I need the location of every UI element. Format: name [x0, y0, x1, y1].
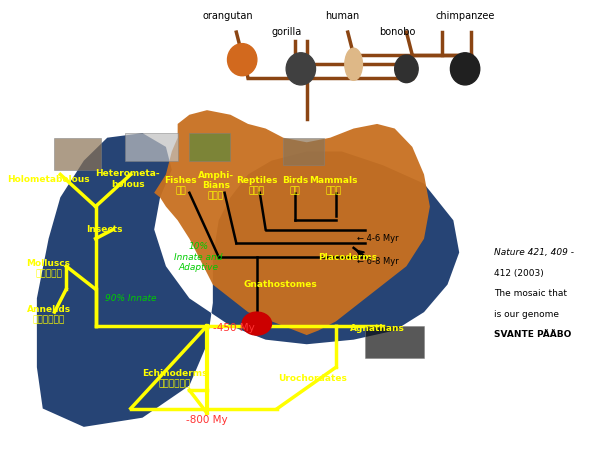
FancyBboxPatch shape: [190, 133, 230, 161]
Text: 90% Innate: 90% Innate: [105, 294, 157, 303]
Text: Amphi-
Bians
両生類: Amphi- Bians 両生類: [198, 171, 234, 201]
Circle shape: [242, 312, 272, 335]
Text: human: human: [325, 11, 359, 21]
Ellipse shape: [395, 55, 418, 83]
Text: 412 (2003): 412 (2003): [494, 269, 544, 278]
Text: Placoderms: Placoderms: [318, 252, 377, 262]
Text: Reptiles
爬虫類: Reptiles 爬虫類: [236, 176, 278, 196]
Text: Birds
鳥類: Birds 鳥類: [282, 176, 308, 196]
Polygon shape: [37, 133, 459, 427]
Text: Annelids
ミミズ、ヒル: Annelids ミミズ、ヒル: [26, 305, 71, 324]
Text: chimpanzee: chimpanzee: [436, 11, 495, 21]
Text: Mammals
哺乳類: Mammals 哺乳類: [309, 176, 358, 196]
Text: -450 My: -450 My: [212, 323, 254, 333]
Text: ← 4-6 Myr: ← 4-6 Myr: [356, 234, 398, 243]
FancyBboxPatch shape: [125, 133, 178, 161]
Text: bonobo: bonobo: [379, 27, 416, 37]
Text: Agnathans: Agnathans: [350, 324, 404, 333]
FancyBboxPatch shape: [55, 138, 101, 170]
Text: Holometabolous: Holometabolous: [7, 174, 90, 184]
Text: Heterometa-
bolous: Heterometa- bolous: [95, 169, 160, 189]
FancyBboxPatch shape: [365, 326, 424, 358]
Text: Gnathostomes: Gnathostomes: [244, 280, 317, 289]
Text: Insects: Insects: [86, 225, 122, 234]
Ellipse shape: [451, 53, 480, 85]
Ellipse shape: [345, 48, 362, 80]
Text: 10%
Innate and
Adaptive: 10% Innate and Adaptive: [174, 242, 223, 272]
Ellipse shape: [286, 53, 316, 85]
Text: Urochordates: Urochordates: [278, 374, 347, 383]
Text: -800 My: -800 My: [186, 415, 228, 425]
Text: is our genome: is our genome: [494, 310, 559, 319]
Text: Echinoderms
ヒトデ、ウニ: Echinoderms ヒトデ、ウニ: [142, 369, 208, 388]
Text: gorilla: gorilla: [271, 27, 301, 37]
Text: ← 6-8 Myr: ← 6-8 Myr: [356, 257, 398, 266]
Text: Fishes
魚類: Fishes 魚類: [164, 176, 197, 196]
Polygon shape: [154, 110, 430, 335]
Text: Molluscs
イカ、タコ: Molluscs イカ、タコ: [26, 259, 71, 278]
Text: orangutan: orangutan: [202, 11, 253, 21]
Ellipse shape: [227, 44, 257, 76]
Text: The mosaic that: The mosaic that: [494, 289, 568, 298]
Text: SVANTE PÄÄBO: SVANTE PÄÄBO: [494, 330, 572, 340]
FancyBboxPatch shape: [283, 138, 325, 165]
Text: Nature 421, 409 -: Nature 421, 409 -: [494, 248, 574, 257]
